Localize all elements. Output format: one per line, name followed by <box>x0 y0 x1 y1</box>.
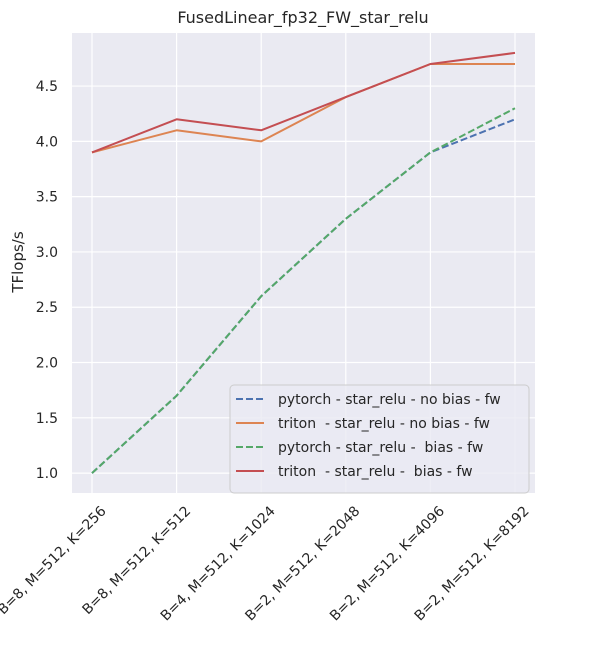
y-tick-label-3: 2.5 <box>36 300 58 316</box>
legend-label-3: triton - star_relu - bias - fw <box>278 464 473 480</box>
y-axis-label: TFlops/s <box>9 231 27 294</box>
legend: pytorch - star_relu - no bias - fw triton… <box>230 385 529 493</box>
y-axis-ticks: 1.0 1.5 2.0 2.5 3.0 3.5 4.0 4.5 <box>36 79 58 482</box>
y-tick-label-4: 3.0 <box>36 245 58 261</box>
y-tick-label-2: 2.0 <box>36 356 58 372</box>
y-tick-label-1: 1.5 <box>36 411 58 427</box>
chart-title: FusedLinear_fp32_FW_star_relu <box>177 8 428 28</box>
y-tick-label-0: 1.0 <box>36 466 58 482</box>
legend-label-0: pytorch - star_relu - no bias - fw <box>278 392 501 408</box>
legend-label-2: pytorch - star_relu - bias - fw <box>278 440 483 456</box>
y-tick-label-7: 4.5 <box>36 79 58 95</box>
y-tick-label-5: 3.5 <box>36 190 58 206</box>
y-tick-label-6: 4.0 <box>36 134 58 150</box>
legend-label-1: triton - star_relu - no bias - fw <box>278 416 490 432</box>
